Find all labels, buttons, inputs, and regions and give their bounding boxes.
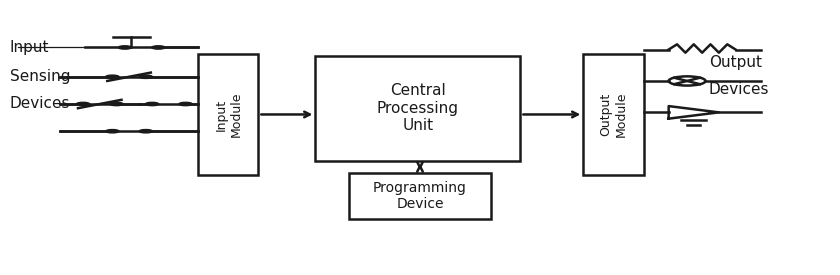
Text: Output: Output xyxy=(709,55,762,70)
Text: Input
Module: Input Module xyxy=(214,92,242,137)
Text: Input: Input xyxy=(10,40,50,55)
Circle shape xyxy=(139,75,153,78)
Circle shape xyxy=(139,130,153,133)
Circle shape xyxy=(179,102,192,106)
Circle shape xyxy=(106,75,119,78)
Text: Sensing: Sensing xyxy=(10,69,71,84)
Text: Output
Module: Output Module xyxy=(600,92,627,137)
Circle shape xyxy=(118,46,132,49)
Bar xyxy=(583,54,643,175)
Text: Devices: Devices xyxy=(709,82,769,97)
Bar xyxy=(349,173,491,219)
Bar xyxy=(198,54,259,175)
Circle shape xyxy=(152,46,165,49)
Circle shape xyxy=(110,102,123,106)
Text: Central
Processing
Unit: Central Processing Unit xyxy=(377,83,459,133)
Circle shape xyxy=(145,102,159,106)
Bar xyxy=(315,56,521,161)
Text: Devices: Devices xyxy=(10,97,71,111)
Text: Programming
Device: Programming Device xyxy=(373,181,467,211)
Circle shape xyxy=(106,130,119,133)
Circle shape xyxy=(76,102,90,106)
